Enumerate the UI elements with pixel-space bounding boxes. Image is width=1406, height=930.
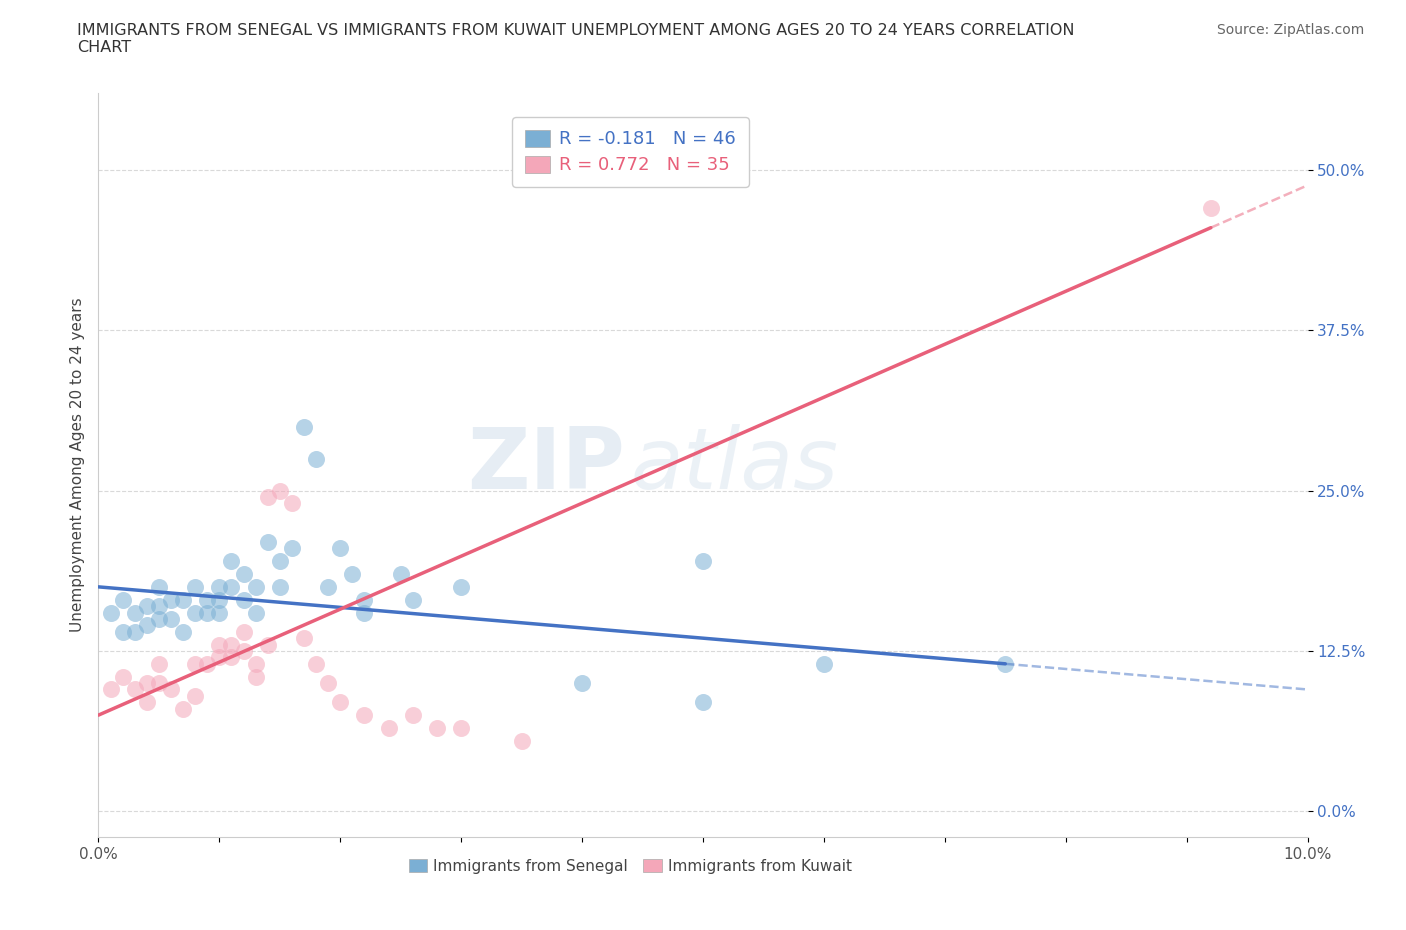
Point	[148, 612, 170, 627]
Point	[148, 657, 170, 671]
Point	[281, 541, 304, 556]
Point	[160, 612, 183, 627]
Point	[692, 553, 714, 568]
Point	[245, 579, 267, 594]
Point	[402, 592, 425, 607]
Point	[100, 605, 122, 620]
Point	[994, 657, 1017, 671]
Point	[135, 599, 157, 614]
Point	[124, 682, 146, 697]
Point	[195, 592, 218, 607]
Point	[221, 579, 243, 594]
Point	[221, 553, 243, 568]
Point	[160, 682, 183, 697]
Point	[184, 688, 207, 703]
Point	[353, 605, 375, 620]
Point	[160, 592, 183, 607]
Point	[208, 605, 231, 620]
Point	[329, 695, 352, 710]
Point	[353, 708, 375, 723]
Point	[292, 631, 315, 645]
Point	[111, 592, 134, 607]
Point	[135, 618, 157, 632]
Point	[256, 535, 278, 550]
Point	[269, 553, 291, 568]
Point	[184, 657, 207, 671]
Point	[124, 624, 146, 639]
Point	[124, 605, 146, 620]
Point	[172, 624, 194, 639]
Point	[100, 682, 122, 697]
Text: ZIP: ZIP	[467, 423, 624, 507]
Point	[172, 701, 194, 716]
Point	[148, 675, 170, 690]
Point	[232, 592, 254, 607]
Point	[692, 695, 714, 710]
Point	[184, 605, 207, 620]
Legend: Immigrants from Senegal, Immigrants from Kuwait: Immigrants from Senegal, Immigrants from…	[401, 851, 859, 882]
Point	[135, 675, 157, 690]
Point	[292, 419, 315, 434]
Point	[377, 721, 399, 736]
Point	[232, 566, 254, 581]
Point	[111, 670, 134, 684]
Point	[426, 721, 449, 736]
Text: CHART: CHART	[77, 40, 131, 55]
Point	[256, 637, 278, 652]
Point	[316, 675, 339, 690]
Point	[245, 657, 267, 671]
Point	[389, 566, 412, 581]
Point	[269, 579, 291, 594]
Point	[329, 541, 352, 556]
Point	[148, 599, 170, 614]
Point	[135, 695, 157, 710]
Y-axis label: Unemployment Among Ages 20 to 24 years: Unemployment Among Ages 20 to 24 years	[69, 298, 84, 632]
Point	[1199, 201, 1222, 216]
Text: atlas: atlas	[630, 423, 838, 507]
Point	[195, 605, 218, 620]
Point	[256, 489, 278, 504]
Point	[510, 734, 533, 749]
Point	[111, 624, 134, 639]
Text: IMMIGRANTS FROM SENEGAL VS IMMIGRANTS FROM KUWAIT UNEMPLOYMENT AMONG AGES 20 TO : IMMIGRANTS FROM SENEGAL VS IMMIGRANTS FR…	[77, 23, 1074, 38]
Point	[269, 484, 291, 498]
Point	[221, 650, 243, 665]
Point	[281, 496, 304, 511]
Point	[232, 644, 254, 658]
Point	[208, 592, 231, 607]
Point	[245, 670, 267, 684]
Point	[450, 721, 472, 736]
Point	[195, 657, 218, 671]
Point	[184, 579, 207, 594]
Point	[208, 637, 231, 652]
Point	[148, 579, 170, 594]
Text: Source: ZipAtlas.com: Source: ZipAtlas.com	[1216, 23, 1364, 37]
Point	[571, 675, 593, 690]
Point	[305, 657, 328, 671]
Point	[232, 624, 254, 639]
Point	[208, 579, 231, 594]
Point	[353, 592, 375, 607]
Point	[172, 592, 194, 607]
Point	[450, 579, 472, 594]
Point	[316, 579, 339, 594]
Point	[245, 605, 267, 620]
Point	[813, 657, 835, 671]
Point	[208, 650, 231, 665]
Point	[221, 637, 243, 652]
Point	[402, 708, 425, 723]
Point	[342, 566, 364, 581]
Point	[305, 451, 328, 466]
